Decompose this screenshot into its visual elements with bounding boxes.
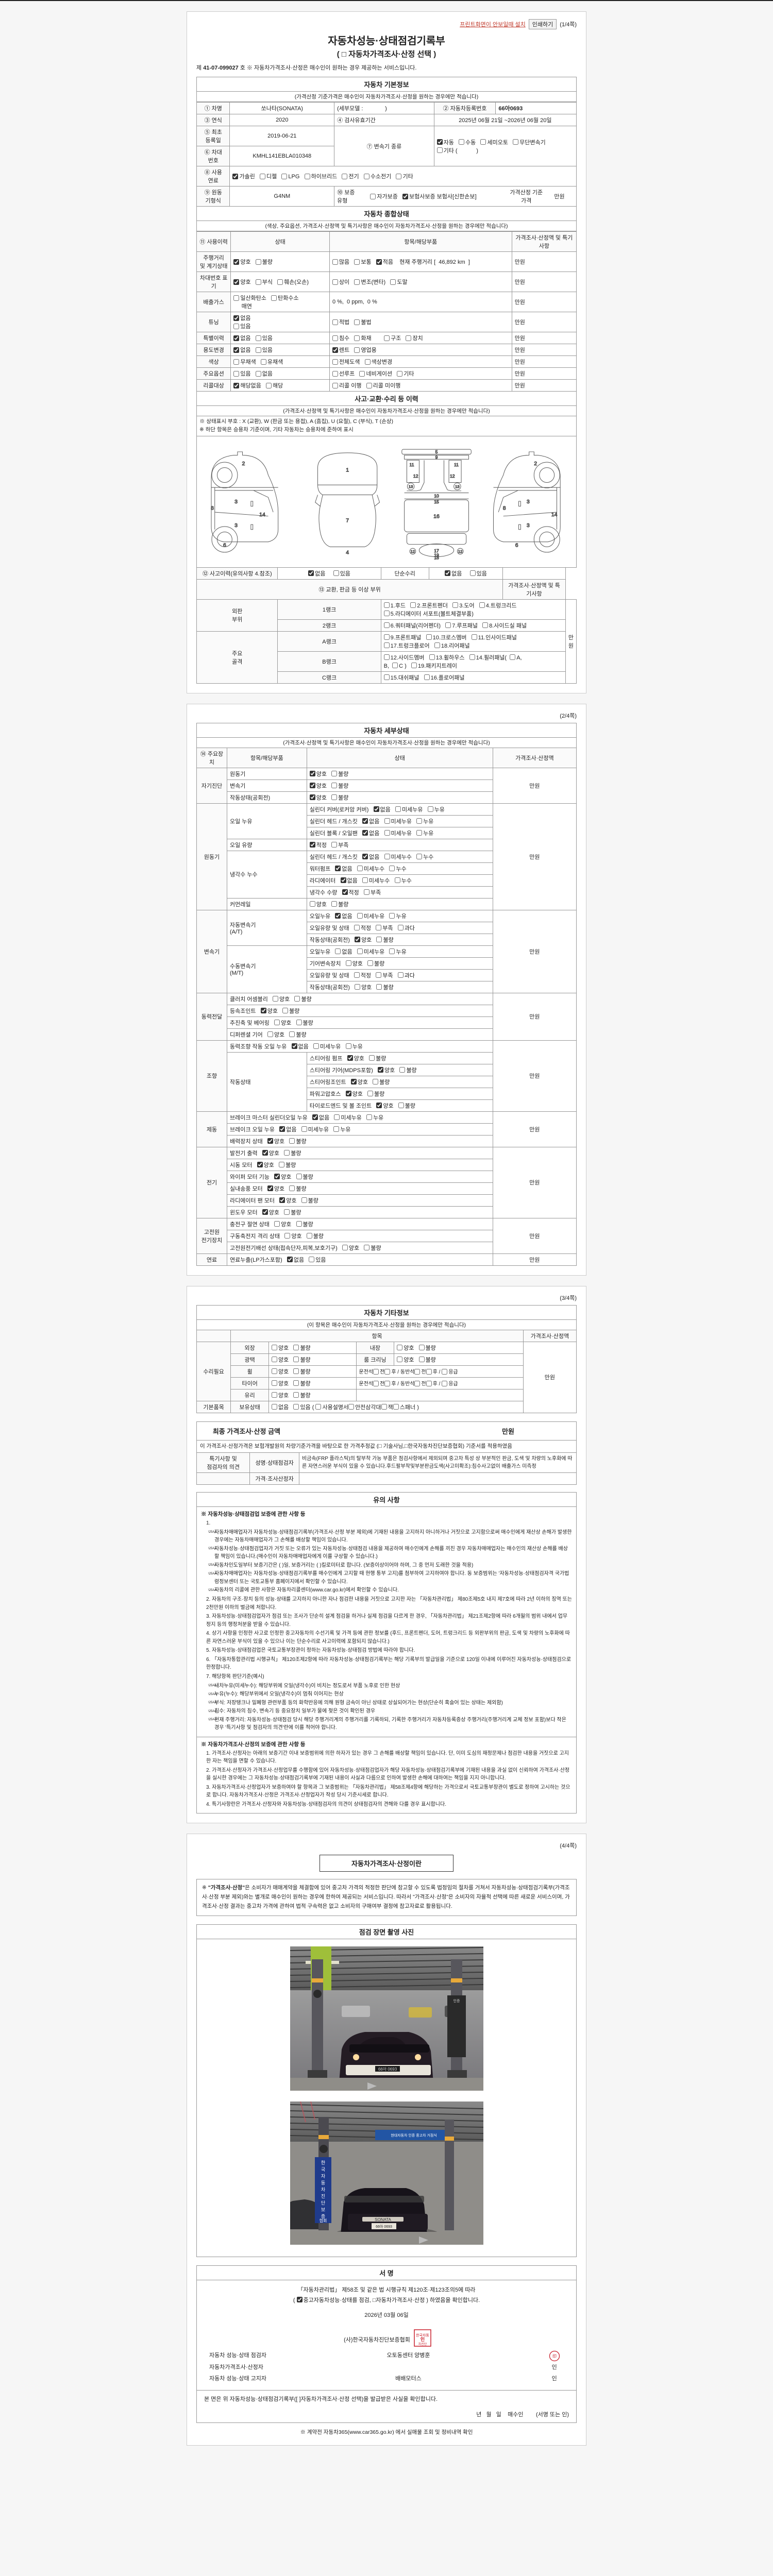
svg-text:11: 11 bbox=[454, 462, 459, 467]
svg-text:16: 16 bbox=[433, 513, 440, 519]
svg-text:12: 12 bbox=[450, 473, 455, 478]
svg-text:7: 7 bbox=[346, 517, 349, 523]
svg-text:동: 동 bbox=[321, 2180, 325, 2185]
svg-text:2: 2 bbox=[242, 460, 245, 466]
svg-text:차: 차 bbox=[321, 2187, 325, 2192]
svg-text:현대자동차 인증 중고차 거점식: 현대자동차 인증 중고차 거점식 bbox=[391, 2133, 437, 2138]
svg-text:차진단: 차진단 bbox=[418, 2342, 427, 2346]
svg-text:12: 12 bbox=[411, 549, 415, 553]
svg-text:9: 9 bbox=[435, 454, 438, 460]
svg-text:한: 한 bbox=[321, 2160, 325, 2165]
svg-text:8: 8 bbox=[503, 505, 506, 511]
svg-text:2: 2 bbox=[534, 460, 537, 466]
svg-text:인: 인 bbox=[421, 2337, 425, 2342]
svg-text:66아 0693: 66아 0693 bbox=[378, 2066, 397, 2072]
svg-text:8: 8 bbox=[211, 505, 214, 511]
svg-text:66아 0693: 66아 0693 bbox=[376, 2224, 392, 2229]
svg-text:10: 10 bbox=[434, 493, 439, 498]
svg-text:12: 12 bbox=[458, 549, 463, 553]
svg-text:6: 6 bbox=[515, 542, 518, 548]
svg-text:자: 자 bbox=[321, 2174, 325, 2179]
svg-text:14: 14 bbox=[259, 511, 265, 517]
svg-text:진: 진 bbox=[321, 2194, 325, 2199]
svg-text:3: 3 bbox=[527, 498, 530, 504]
svg-text:단: 단 bbox=[321, 2200, 325, 2206]
svg-text:보: 보 bbox=[321, 2207, 325, 2212]
svg-text:6: 6 bbox=[223, 542, 226, 548]
svg-text:인증: 인증 bbox=[453, 1998, 460, 2003]
svg-text:11: 11 bbox=[410, 462, 414, 467]
svg-text:5: 5 bbox=[435, 449, 438, 454]
svg-text:4: 4 bbox=[346, 549, 349, 555]
svg-text:印: 印 bbox=[552, 2353, 557, 2359]
svg-text:17: 17 bbox=[434, 548, 439, 553]
svg-text:3: 3 bbox=[234, 498, 238, 504]
svg-text:SONATA: SONATA bbox=[375, 2217, 391, 2222]
svg-text:13: 13 bbox=[409, 484, 413, 489]
svg-text:12: 12 bbox=[413, 473, 418, 478]
svg-text:국: 국 bbox=[321, 2167, 325, 2172]
svg-text:13: 13 bbox=[455, 484, 460, 489]
svg-text:1: 1 bbox=[346, 467, 349, 473]
svg-text:3: 3 bbox=[234, 522, 238, 528]
svg-text:3: 3 bbox=[527, 522, 530, 528]
svg-text:14: 14 bbox=[551, 511, 558, 517]
svg-text:18: 18 bbox=[434, 555, 439, 560]
svg-text:협회: 협회 bbox=[319, 2218, 327, 2223]
